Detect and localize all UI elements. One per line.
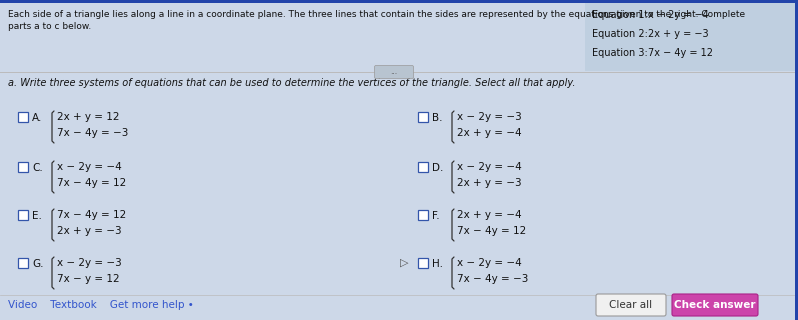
Text: C.: C. [32, 163, 43, 173]
FancyBboxPatch shape [374, 66, 413, 78]
Text: E.: E. [32, 211, 41, 221]
Text: 7x − 4y = 12: 7x − 4y = 12 [648, 48, 713, 58]
Text: x − 2y = −3: x − 2y = −3 [457, 112, 522, 122]
Text: 2x + y = −3: 2x + y = −3 [57, 226, 121, 236]
Text: Each side of a triangle lies along a line in a coordinate plane. The three lines: Each side of a triangle lies along a lin… [8, 10, 745, 19]
FancyBboxPatch shape [418, 258, 428, 268]
Text: 2x + y = −4: 2x + y = −4 [457, 128, 522, 138]
Text: F.: F. [432, 211, 440, 221]
FancyBboxPatch shape [18, 258, 28, 268]
Text: 7x − 4y = 12: 7x − 4y = 12 [57, 178, 126, 188]
Text: Clear all: Clear all [610, 300, 653, 310]
FancyBboxPatch shape [18, 112, 28, 122]
Text: 7x − 4y = −3: 7x − 4y = −3 [457, 274, 528, 284]
Text: A.: A. [32, 113, 42, 123]
FancyBboxPatch shape [672, 294, 758, 316]
Text: 7x − y = 12: 7x − y = 12 [57, 274, 120, 284]
FancyBboxPatch shape [795, 0, 798, 320]
Text: G.: G. [32, 259, 44, 269]
FancyBboxPatch shape [418, 112, 428, 122]
Text: Equation 1:: Equation 1: [592, 10, 648, 20]
Text: x − 2y = −4: x − 2y = −4 [457, 258, 522, 268]
FancyBboxPatch shape [18, 210, 28, 220]
FancyBboxPatch shape [418, 210, 428, 220]
Text: x − 2y = −4: x − 2y = −4 [57, 162, 122, 172]
Text: 2x + y = −4: 2x + y = −4 [457, 210, 522, 220]
Text: x − 2y = −4: x − 2y = −4 [457, 162, 522, 172]
FancyBboxPatch shape [596, 294, 666, 316]
Text: B.: B. [432, 113, 443, 123]
Text: 2x + y = −3: 2x + y = −3 [648, 29, 709, 39]
Text: 7x − 4y = 12: 7x − 4y = 12 [57, 210, 126, 220]
Text: 2x + y = −3: 2x + y = −3 [457, 178, 522, 188]
Text: 2x + y = 12: 2x + y = 12 [57, 112, 120, 122]
Text: x − 2y = −3: x − 2y = −3 [57, 258, 122, 268]
FancyBboxPatch shape [0, 0, 798, 3]
Text: Equation 3:: Equation 3: [592, 48, 648, 58]
Text: Equation 2:: Equation 2: [592, 29, 648, 39]
FancyBboxPatch shape [18, 162, 28, 172]
Text: Video    Textbook    Get more help •: Video Textbook Get more help • [8, 300, 194, 310]
Text: ▷: ▷ [400, 258, 409, 268]
Text: a. Write three systems of equations that can be used to determine the vertices o: a. Write three systems of equations that… [8, 78, 575, 88]
Text: x − 2y = −4: x − 2y = −4 [648, 10, 709, 20]
Text: ...: ... [390, 68, 397, 76]
FancyBboxPatch shape [585, 3, 798, 71]
Text: parts a to c below.: parts a to c below. [8, 22, 91, 31]
Text: H.: H. [432, 259, 443, 269]
Text: 7x − 4y = −3: 7x − 4y = −3 [57, 128, 128, 138]
Text: 7x − 4y = 12: 7x − 4y = 12 [457, 226, 526, 236]
Text: Check answer: Check answer [674, 300, 756, 310]
FancyBboxPatch shape [418, 162, 428, 172]
Text: D.: D. [432, 163, 444, 173]
